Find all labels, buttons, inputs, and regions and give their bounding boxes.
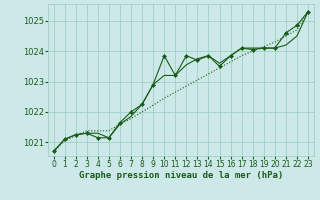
X-axis label: Graphe pression niveau de la mer (hPa): Graphe pression niveau de la mer (hPa) [79, 171, 283, 180]
